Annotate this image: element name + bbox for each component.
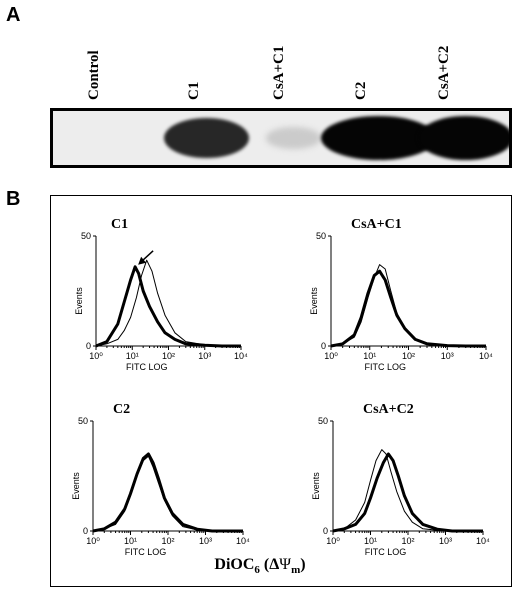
band-c1 bbox=[163, 117, 249, 159]
caption-subscript-m: m bbox=[291, 564, 301, 577]
x-axis-label: FITC LOG bbox=[125, 547, 167, 557]
x-tick-label: 10³ bbox=[198, 351, 211, 361]
histogram-title: CsA+C1 bbox=[351, 217, 402, 232]
y-tick-label: 0 bbox=[83, 526, 88, 536]
x-tick-label: 10³ bbox=[439, 536, 452, 546]
lane-label-csa-c1: CsA+C1 bbox=[271, 45, 287, 100]
x-tick-label: 10¹ bbox=[363, 351, 376, 361]
histogram-csa-c2: CsA+C2 0 50 Events 10⁰ 10¹ 10² 10³ 10⁴ FITC LOG bbox=[311, 402, 490, 557]
lane-label-c2: C2 bbox=[353, 81, 369, 100]
x-tick-label: 10² bbox=[162, 351, 175, 361]
x-axis-label: FITC LOG bbox=[126, 362, 168, 372]
y-tick-label: 50 bbox=[316, 231, 326, 241]
series-line-thick bbox=[92, 452, 243, 533]
lane-label-csa-c2: CsA+C2 bbox=[436, 45, 452, 100]
y-axis-label: Events bbox=[71, 472, 81, 500]
x-tick-label: 10¹ bbox=[124, 536, 137, 546]
x-tick-label: 10⁴ bbox=[234, 351, 248, 361]
lane-label-c1: C1 bbox=[186, 81, 202, 100]
series-line-thin bbox=[95, 259, 241, 347]
x-tick-label: 10² bbox=[401, 536, 414, 546]
x-tick-label: 10³ bbox=[199, 536, 212, 546]
histogram-c2: C2 0 50 Events 10⁰ 10¹ 10² 10³ 10⁴ FITC LOG bbox=[71, 402, 250, 557]
x-tick-label: 10² bbox=[402, 351, 415, 361]
histogram-csa-c1: CsA+C1 0 50 Events 10⁰ 10¹ 10² 10³ 10⁴ FITC LOG bbox=[309, 217, 493, 372]
series-line-thick bbox=[332, 452, 483, 533]
panel-a-label: A bbox=[6, 4, 21, 26]
y-tick-label: 0 bbox=[323, 526, 328, 536]
x-axis-caption: DiOC6 (ΔΨm) bbox=[214, 556, 306, 577]
y-tick-label: 0 bbox=[86, 341, 91, 351]
series-line-thick bbox=[330, 269, 486, 348]
caption-psi: Ψ bbox=[279, 556, 292, 573]
x-axis-label: FITC LOG bbox=[365, 547, 407, 557]
series-line-thin bbox=[92, 455, 243, 532]
band-csa-c1 bbox=[265, 127, 321, 149]
y-tick-label: 0 bbox=[321, 341, 326, 351]
series-line-thick bbox=[95, 265, 241, 348]
x-tick-label: 10⁴ bbox=[236, 536, 250, 546]
x-axis-label: FITC LOG bbox=[364, 362, 406, 372]
y-tick-label: 50 bbox=[81, 231, 91, 241]
y-axis-label: Events bbox=[309, 287, 319, 315]
series-line-thin bbox=[330, 264, 486, 347]
caption-delta: Δ bbox=[269, 556, 280, 573]
y-axis-label: Events bbox=[311, 472, 321, 500]
histogram-title: C1 bbox=[111, 217, 128, 232]
caption-subscript-6: 6 bbox=[254, 564, 260, 577]
arrow-head bbox=[138, 256, 147, 265]
x-tick-label: 10² bbox=[161, 536, 174, 546]
x-tick-label: 10³ bbox=[441, 351, 454, 361]
histogram-title: C2 bbox=[113, 402, 130, 417]
y-axis-label: Events bbox=[74, 287, 84, 315]
x-tick-label: 10⁰ bbox=[89, 351, 103, 361]
histogram-c1: C1 0 50 Events 10⁰ 10¹ 10² 10³ 10⁴ FITC LOG bbox=[74, 217, 248, 372]
x-tick-label: 10¹ bbox=[126, 351, 139, 361]
lane-label-control: Control bbox=[86, 50, 102, 100]
flow-cytometry-panel: C1 0 50 Events 10⁰ 10¹ 10² 10³ 10⁴ FITC LOG CsA+C1… bbox=[50, 195, 512, 587]
x-tick-label: 10¹ bbox=[364, 536, 377, 546]
x-tick-label: 10⁴ bbox=[476, 536, 490, 546]
x-tick-label: 10⁰ bbox=[326, 536, 340, 546]
histogram-title: CsA+C2 bbox=[363, 402, 414, 417]
series-line-thin bbox=[332, 449, 483, 532]
caption-prefix: DiOC bbox=[214, 556, 255, 573]
band-c2 bbox=[320, 116, 436, 160]
band-csa-c2 bbox=[417, 116, 509, 160]
y-tick-label: 50 bbox=[318, 416, 328, 426]
x-tick-label: 10⁰ bbox=[86, 536, 100, 546]
x-tick-label: 10⁰ bbox=[324, 351, 338, 361]
y-tick-label: 50 bbox=[78, 416, 88, 426]
panel-b-label: B bbox=[6, 188, 21, 210]
x-tick-label: 10⁴ bbox=[479, 351, 493, 361]
western-blot bbox=[50, 108, 512, 168]
